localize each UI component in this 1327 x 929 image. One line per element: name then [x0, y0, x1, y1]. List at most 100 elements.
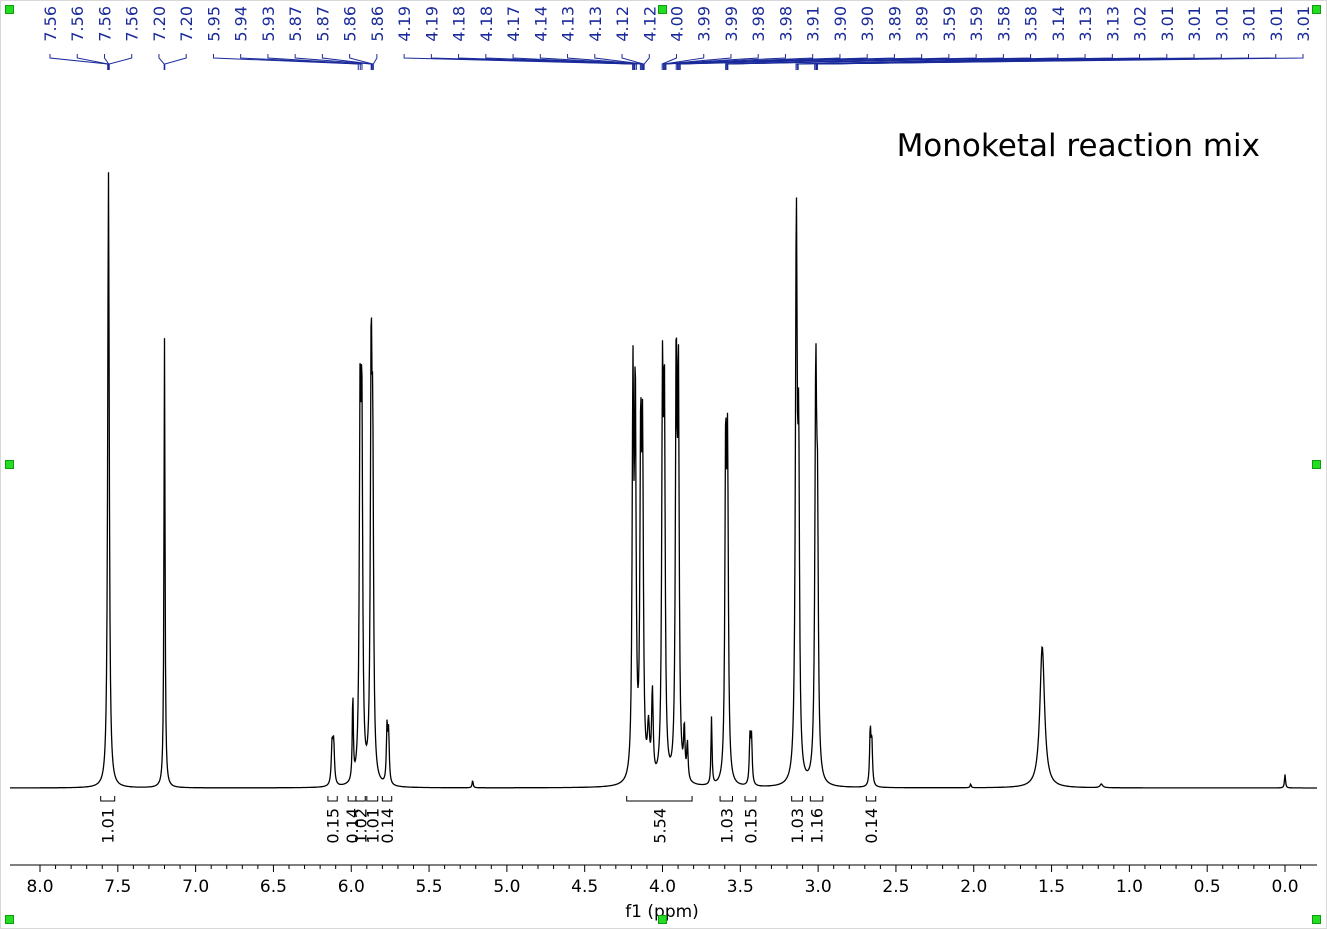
peak-label: 4.19 — [422, 6, 441, 42]
x-tick-label: 3.0 — [805, 877, 832, 897]
peak-label: 7.56 — [123, 6, 142, 42]
integral-bracket — [347, 796, 357, 802]
integral-label: 1.02 — [352, 808, 371, 844]
peak-label-connector — [164, 54, 187, 70]
peak-label: 3.01 — [1267, 6, 1286, 42]
integral-bracket — [791, 796, 804, 802]
peak-label-connector — [512, 54, 637, 70]
resize-handle-right[interactable] — [1312, 460, 1321, 469]
peak-label: 3.01 — [1185, 6, 1204, 42]
peak-label: 4.18 — [450, 6, 469, 42]
x-tick-label: 2.5 — [882, 877, 909, 897]
peak-label: 7.56 — [95, 6, 114, 42]
resize-handle-bottom-right[interactable] — [1312, 915, 1321, 924]
integral-bracket — [626, 796, 693, 802]
chart-annotation: Monoketal reaction mix — [897, 128, 1260, 164]
peak-label: 4.19 — [395, 6, 414, 42]
x-tick-label: 1.5 — [1038, 877, 1065, 897]
peak-label: 3.02 — [1131, 6, 1150, 42]
resize-handle-top-right[interactable] — [1312, 5, 1321, 14]
peak-label: 4.13 — [586, 6, 605, 42]
peak-label-connector — [665, 54, 786, 70]
peak-label-connector — [679, 54, 923, 70]
resize-handle-top[interactable] — [658, 5, 667, 14]
peak-label-connector — [294, 54, 372, 70]
x-tick-label: 7.5 — [104, 877, 131, 897]
peak-label: 5.86 — [341, 6, 360, 42]
peak-label: 5.93 — [259, 6, 278, 42]
x-tick-label: 5.5 — [416, 877, 443, 897]
peak-label: 3.13 — [1103, 6, 1122, 42]
peak-label-connector — [663, 54, 732, 70]
peak-label-connector — [485, 54, 636, 70]
integral-label: 0.15 — [741, 808, 760, 844]
peak-label: 7.56 — [41, 6, 60, 42]
peak-label-connector — [621, 54, 645, 70]
peak-label: 3.01 — [1158, 6, 1177, 42]
peak-label: 4.00 — [668, 6, 687, 42]
x-tick-label: 3.5 — [727, 877, 754, 897]
resize-handle-left[interactable] — [5, 460, 14, 469]
peak-label: 3.13 — [1076, 6, 1095, 42]
integrals: 1.01 0.15 0.141.021.010.14 5.54 1.03 0.15 1.03… — [99, 796, 881, 844]
spectrum-line — [10, 172, 1317, 789]
peak-label: 5.95 — [204, 6, 223, 42]
peak-label-connector — [675, 54, 814, 70]
peak-label: 3.01 — [1294, 6, 1313, 42]
peak-label-connector — [817, 54, 1304, 70]
peak-label-connector — [661, 54, 677, 70]
peak-label-connector — [240, 54, 361, 70]
peak-label: 3.58 — [1022, 6, 1041, 42]
peak-label: 3.59 — [940, 6, 959, 42]
integral-bracket — [719, 796, 734, 802]
peak-label: 4.14 — [531, 6, 550, 42]
peak-label: 7.56 — [68, 6, 87, 42]
peak-label: 3.90 — [831, 6, 850, 42]
resize-handle-bottom-left[interactable] — [5, 915, 14, 924]
peak-label-connector — [664, 54, 759, 70]
x-tick-label: 4.0 — [649, 877, 676, 897]
x-tick-label: 6.5 — [260, 877, 287, 897]
integral-label: 0.14 — [378, 808, 397, 844]
x-tick-label: 1.0 — [1116, 877, 1143, 897]
integral-bracket — [100, 796, 116, 802]
integral-bracket — [744, 796, 757, 802]
resize-handle-top-left[interactable] — [5, 5, 14, 14]
x-tick-label: 6.0 — [338, 877, 365, 897]
peak-label: 3.90 — [858, 6, 877, 42]
peak-label-connector — [594, 54, 644, 70]
integral-bracket — [381, 796, 393, 802]
integral-label: 1.03 — [788, 808, 807, 844]
peak-label: 3.01 — [1240, 6, 1259, 42]
peak-label-connector — [458, 54, 635, 70]
peak-label-connector — [212, 54, 359, 70]
peak-label-connector — [539, 54, 641, 70]
peak-label: 4.13 — [559, 6, 578, 42]
peak-label: 3.89 — [885, 6, 904, 42]
integral-label: 1.01 — [99, 808, 118, 844]
resize-handle-bottom[interactable] — [658, 915, 667, 924]
integral-label: 0.14 — [862, 808, 881, 844]
integral-bracket — [366, 796, 379, 802]
integral-bracket — [355, 796, 366, 802]
peak-label: 4.12 — [640, 6, 659, 42]
x-tick-label: 5.0 — [493, 877, 520, 897]
peak-label: 4.17 — [504, 6, 523, 42]
peak-label-connector — [567, 54, 643, 70]
peak-label: 3.99 — [722, 6, 741, 42]
peak-label: 4.12 — [613, 6, 632, 42]
peak-label: 3.98 — [776, 6, 795, 42]
peak-label-connector — [158, 54, 165, 70]
x-tick-label: 8.0 — [26, 877, 53, 897]
peak-label-connector — [76, 54, 109, 70]
integral-bracket — [809, 796, 824, 802]
x-tick-label: 0.0 — [1271, 877, 1298, 897]
peak-label: 7.20 — [177, 6, 196, 42]
integral-label: 5.54 — [650, 808, 669, 844]
x-tick-label: 7.0 — [182, 877, 209, 897]
peak-label: 3.98 — [749, 6, 768, 42]
x-tick-label: 2.0 — [960, 877, 987, 897]
integral-label: 1.01 — [363, 808, 382, 844]
integral-bracket — [865, 796, 877, 802]
